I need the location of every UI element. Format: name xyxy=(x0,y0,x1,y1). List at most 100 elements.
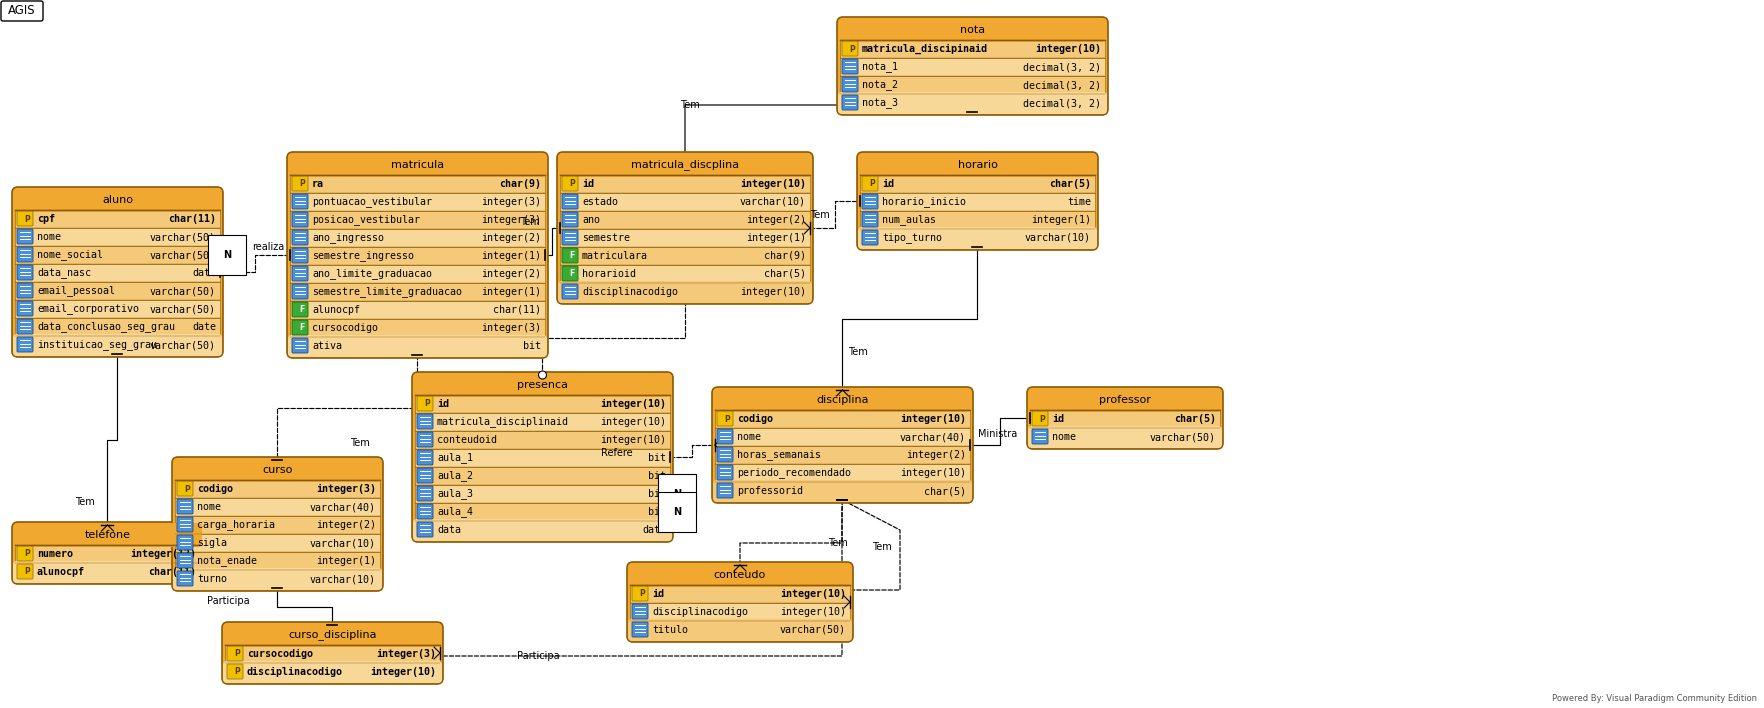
Text: integer(3): integer(3) xyxy=(482,215,542,225)
Text: integer(1): integer(1) xyxy=(482,251,542,261)
Text: integer(1): integer(1) xyxy=(482,287,542,297)
Bar xyxy=(175,534,379,552)
Text: P: P xyxy=(639,590,644,598)
Text: P: P xyxy=(723,414,730,423)
FancyBboxPatch shape xyxy=(861,230,877,245)
FancyBboxPatch shape xyxy=(632,604,647,619)
FancyBboxPatch shape xyxy=(1027,388,1221,412)
Bar xyxy=(224,645,439,663)
FancyBboxPatch shape xyxy=(288,335,547,357)
Text: varchar(50): varchar(50) xyxy=(150,250,215,260)
Bar xyxy=(175,516,379,534)
Text: semestre_limite_graduacao: semestre_limite_graduacao xyxy=(312,287,462,297)
Text: nota: nota xyxy=(960,25,984,35)
Text: codigo: codigo xyxy=(198,484,233,494)
Text: time: time xyxy=(1067,197,1090,207)
FancyBboxPatch shape xyxy=(228,646,243,661)
Bar xyxy=(289,301,545,319)
Text: integer(2): integer(2) xyxy=(482,269,542,279)
Text: realiza: realiza xyxy=(252,242,284,252)
FancyBboxPatch shape xyxy=(291,266,309,281)
Bar xyxy=(559,193,810,211)
FancyBboxPatch shape xyxy=(628,619,852,641)
Text: F: F xyxy=(570,270,575,278)
Text: bit: bit xyxy=(647,489,665,499)
Text: P: P xyxy=(183,484,191,493)
Text: char(5): char(5) xyxy=(1048,179,1090,189)
Bar xyxy=(559,229,810,247)
Text: data: data xyxy=(437,525,460,535)
Text: data_conclusao_seg_grau: data_conclusao_seg_grau xyxy=(37,321,175,333)
FancyBboxPatch shape xyxy=(291,284,309,299)
Text: varchar(50): varchar(50) xyxy=(150,340,215,350)
Bar xyxy=(714,446,970,464)
Bar xyxy=(859,193,1094,211)
Text: nome: nome xyxy=(37,232,62,242)
FancyBboxPatch shape xyxy=(222,623,441,647)
Text: aula_2: aula_2 xyxy=(437,471,473,481)
FancyBboxPatch shape xyxy=(416,522,432,537)
Text: titulo: titulo xyxy=(651,625,688,635)
Bar xyxy=(840,76,1104,94)
Text: semestre_ingresso: semestre_ingresso xyxy=(312,251,415,261)
Text: Refere: Refere xyxy=(602,448,633,458)
Text: Tem: Tem xyxy=(827,538,847,548)
Text: decimal(3, 2): decimal(3, 2) xyxy=(1023,80,1101,90)
Text: disciplinacodigo: disciplinacodigo xyxy=(582,287,677,297)
FancyBboxPatch shape xyxy=(1032,411,1048,426)
Text: varchar(40): varchar(40) xyxy=(900,432,965,442)
FancyBboxPatch shape xyxy=(18,211,34,226)
FancyBboxPatch shape xyxy=(561,248,577,263)
Text: char(11): char(11) xyxy=(492,305,542,315)
Bar xyxy=(415,503,670,521)
Text: disciplina: disciplina xyxy=(815,395,868,405)
FancyBboxPatch shape xyxy=(561,212,577,227)
FancyBboxPatch shape xyxy=(291,302,309,317)
Text: periodo_recomendado: periodo_recomendado xyxy=(737,467,850,479)
Text: id: id xyxy=(651,589,663,599)
Text: char(9): char(9) xyxy=(499,179,542,189)
Text: email_corporativo: email_corporativo xyxy=(37,304,139,314)
FancyBboxPatch shape xyxy=(413,373,672,397)
FancyBboxPatch shape xyxy=(413,519,672,541)
Text: codigo: codigo xyxy=(737,414,773,424)
Text: date: date xyxy=(642,525,665,535)
FancyBboxPatch shape xyxy=(841,95,857,110)
FancyBboxPatch shape xyxy=(711,387,972,503)
Bar xyxy=(415,395,670,413)
Bar xyxy=(559,247,810,265)
Text: Tem: Tem xyxy=(349,438,370,448)
Text: nota_1: nota_1 xyxy=(861,62,898,72)
FancyBboxPatch shape xyxy=(173,568,381,590)
Bar xyxy=(175,480,379,498)
Text: carga_horaria: carga_horaria xyxy=(198,520,275,530)
Text: N: N xyxy=(672,507,681,517)
Text: varchar(10): varchar(10) xyxy=(310,538,376,548)
Bar xyxy=(559,175,810,193)
Bar xyxy=(859,175,1094,193)
FancyBboxPatch shape xyxy=(561,284,577,299)
Text: varchar(50): varchar(50) xyxy=(150,304,215,314)
FancyBboxPatch shape xyxy=(861,194,877,209)
FancyBboxPatch shape xyxy=(632,622,647,637)
FancyBboxPatch shape xyxy=(18,229,34,244)
Text: id: id xyxy=(437,399,448,409)
Bar xyxy=(415,485,670,503)
Text: Tem: Tem xyxy=(810,210,829,220)
Text: Tem: Tem xyxy=(520,217,540,227)
Text: nome: nome xyxy=(198,502,220,512)
Text: date: date xyxy=(192,268,215,278)
Text: Tem: Tem xyxy=(679,100,700,110)
FancyBboxPatch shape xyxy=(18,283,34,298)
FancyBboxPatch shape xyxy=(291,338,309,353)
Text: integer(3): integer(3) xyxy=(482,323,542,333)
FancyBboxPatch shape xyxy=(561,194,577,209)
Text: data_nasc: data_nasc xyxy=(37,268,92,278)
Text: disciplinacodigo: disciplinacodigo xyxy=(651,607,748,617)
FancyBboxPatch shape xyxy=(836,17,1108,115)
Bar xyxy=(630,603,850,621)
Text: integer(3): integer(3) xyxy=(316,484,376,494)
Text: tipo_turno: tipo_turno xyxy=(882,232,942,244)
Bar xyxy=(559,211,810,229)
Text: varchar(10): varchar(10) xyxy=(1025,233,1090,243)
